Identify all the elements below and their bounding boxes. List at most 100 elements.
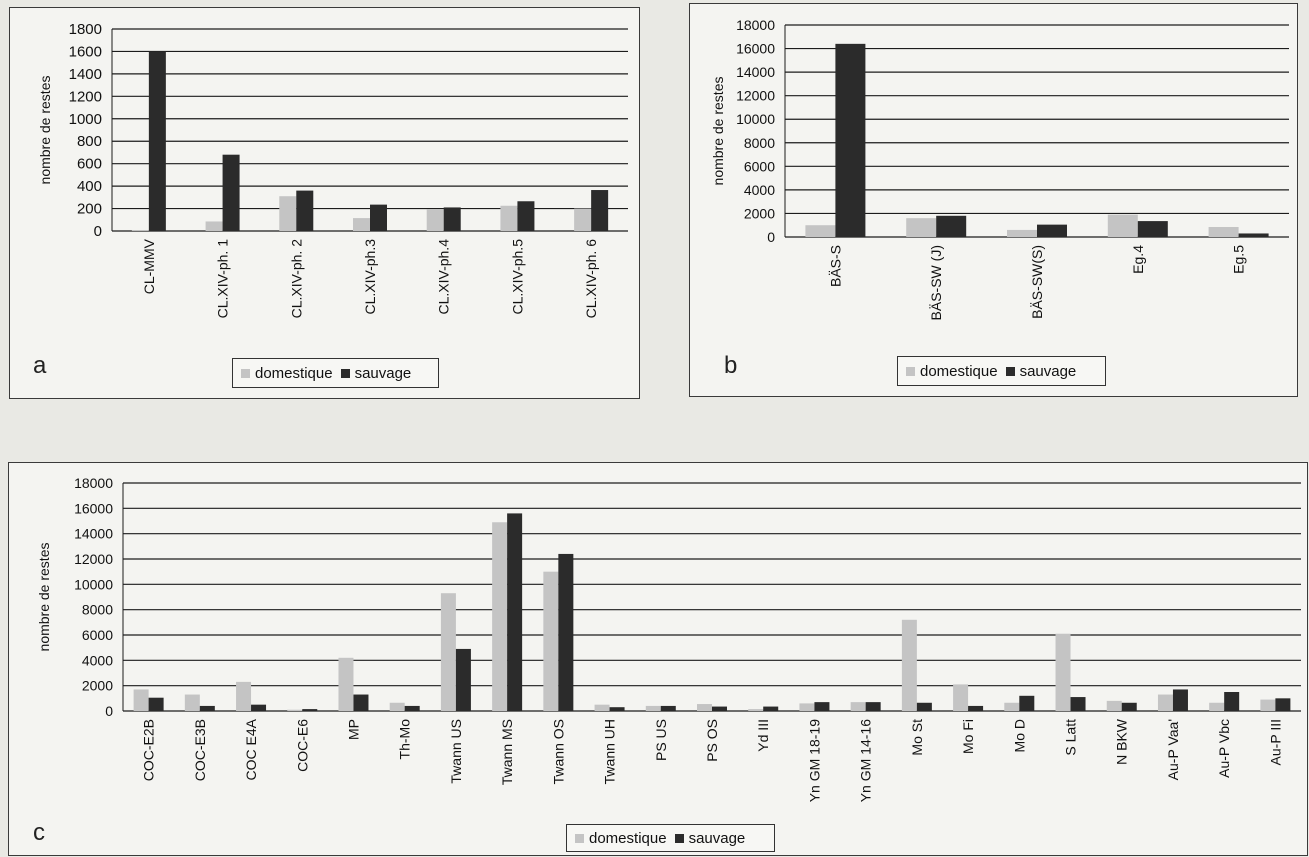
bar-domestique-20 [1157, 694, 1173, 711]
bar-sauvage-14 [865, 702, 881, 711]
bar-sauvage-0 [835, 43, 866, 237]
x-category-label: Twann OS [550, 719, 566, 784]
bar-sauvage-0 [148, 697, 164, 711]
legend-swatch-sauvage [674, 833, 684, 843]
legend-c: domestique sauvage [566, 824, 775, 852]
bar-domestique-2 [279, 196, 297, 231]
chart-panel-b: 0 2000 4000 6000 8000 10000 12000 14000 16000 180… [689, 3, 1298, 397]
y-axis-label: nombre de restes [36, 543, 52, 652]
y-tick-label: 8000 [744, 135, 775, 151]
bar-sauvage-5 [404, 705, 420, 711]
bar-domestique-8 [543, 571, 559, 711]
bar-sauvage-11 [712, 706, 727, 711]
panel-letter-a: a [33, 352, 47, 379]
bar-sauvage-2 [1037, 224, 1067, 237]
legend-label-domestique: domestique [589, 829, 667, 847]
legend-swatch-sauvage [340, 368, 350, 378]
y-tick-label: 16000 [736, 41, 775, 57]
bar-domestique-9 [594, 704, 610, 711]
x-category-label: CL.XIV-ph. 6 [583, 239, 599, 319]
y-tick-label: 6000 [82, 627, 113, 643]
x-category-label: CL-MMV [141, 238, 157, 294]
legend-item-sauvage: sauvage [1005, 362, 1077, 380]
bar-domestique-10 [645, 705, 661, 711]
x-category-label: Au-P Vbc [1216, 719, 1232, 778]
y-axis-label: nombre de restes [37, 76, 53, 185]
y-tick-label: 12000 [736, 88, 775, 104]
y-tick-label: 10000 [74, 576, 113, 592]
bar-sauvage-7 [507, 513, 523, 711]
legend-swatch-domestique [906, 366, 915, 376]
bar-sauvage-12 [763, 706, 779, 711]
bar-domestique-22 [1260, 699, 1276, 711]
bar-sauvage-20 [1172, 689, 1188, 711]
legend-label-sauvage: sauvage [1019, 362, 1077, 380]
x-category-label: Twann UH [602, 719, 618, 784]
x-category-label: Eg.5 [1231, 245, 1247, 274]
bar-domestique-18 [1055, 633, 1071, 711]
bar-domestique-6 [440, 593, 456, 711]
bar-domestique-4 [426, 209, 444, 231]
y-tick-label: 12000 [74, 551, 113, 567]
bar-sauvage-4 [1238, 233, 1269, 237]
bar-domestique-15 [901, 619, 917, 711]
panel-letter-b: b [724, 352, 738, 379]
legend-item-sauvage: sauvage [340, 365, 411, 382]
x-category-label: CL.XIV-ph. 2 [288, 239, 304, 319]
bar-sauvage-8 [558, 553, 574, 711]
y-tick-label: 0 [105, 703, 113, 719]
x-category-label: Yn GM 18-19 [806, 719, 822, 802]
bar-domestique-1 [906, 218, 937, 237]
bar-sauvage-5 [517, 201, 535, 231]
bar-sauvage-2 [296, 190, 314, 231]
chart-a-svg: 0 200 400 600 800 1000 1200 1400 1600 1800 nombre … [37, 21, 628, 319]
x-category-label: COC-E3B [192, 719, 208, 781]
bar-domestique-1 [184, 694, 200, 711]
bar-sauvage-9 [609, 707, 625, 711]
bar-sauvage-15 [916, 702, 932, 711]
y-tick-label: 0 [94, 223, 102, 240]
x-category-label: Eg.4 [1130, 245, 1146, 274]
y-tick-label: 2000 [82, 678, 113, 694]
x-category-label: PS OS [704, 719, 720, 762]
bar-sauvage-2 [251, 704, 267, 711]
x-category-label: Mo Fi [960, 719, 976, 754]
bar-sauvage-6 [591, 190, 609, 231]
bar-sauvage-3 [302, 709, 318, 711]
y-tick-label: 1800 [69, 21, 102, 38]
y-tick-label: 18000 [74, 475, 113, 491]
x-category-label: MP [345, 719, 361, 740]
legend-item-domestique: domestique [241, 365, 333, 382]
legend-b: domestique sauvage [897, 356, 1106, 386]
bar-sauvage-10 [660, 705, 676, 711]
y-tick-label: 8000 [82, 602, 113, 618]
y-tick-label: 0 [767, 229, 775, 245]
y-tick-label: 200 [77, 201, 102, 218]
bar-domestique-4 [1208, 226, 1239, 237]
bar-sauvage-17 [1019, 695, 1035, 711]
bar-sauvage-19 [1121, 702, 1137, 711]
bar-sauvage-13 [814, 702, 830, 711]
legend-a: domestique sauvage [232, 358, 439, 388]
legend-item-domestique: domestique [906, 363, 998, 380]
chart-b-svg: 0 2000 4000 6000 8000 10000 12000 14000 16000 180… [710, 17, 1289, 320]
x-category-label: BÄS-SW(S) [1029, 245, 1045, 319]
y-tick-label: 6000 [744, 158, 775, 174]
gridlines [112, 28, 628, 232]
legend-label-domestique: domestique [255, 364, 333, 382]
y-tick-label: 14000 [74, 526, 113, 542]
x-category-label: Yn GM 14-16 [858, 719, 874, 802]
legend-swatch-domestique [241, 368, 250, 378]
chart-panel-a: 0 200 400 600 800 1000 1200 1400 1600 1800 nombre … [9, 7, 640, 399]
panel-letter-c: c [33, 819, 45, 846]
x-category-label: Mo D [1011, 719, 1027, 752]
x-category-label: CL.XIV-ph.3 [362, 239, 378, 315]
bar-domestique-14 [850, 702, 866, 711]
x-category-label: CL.XIV-ph. 1 [215, 239, 231, 319]
bar-domestique-3 [353, 218, 370, 231]
bar-domestique-1 [205, 221, 223, 231]
y-tick-label: 800 [77, 133, 102, 150]
bar-domestique-16 [953, 684, 969, 711]
bar-domestique-21 [1209, 702, 1225, 711]
x-category-label: COC E4A [243, 718, 259, 780]
